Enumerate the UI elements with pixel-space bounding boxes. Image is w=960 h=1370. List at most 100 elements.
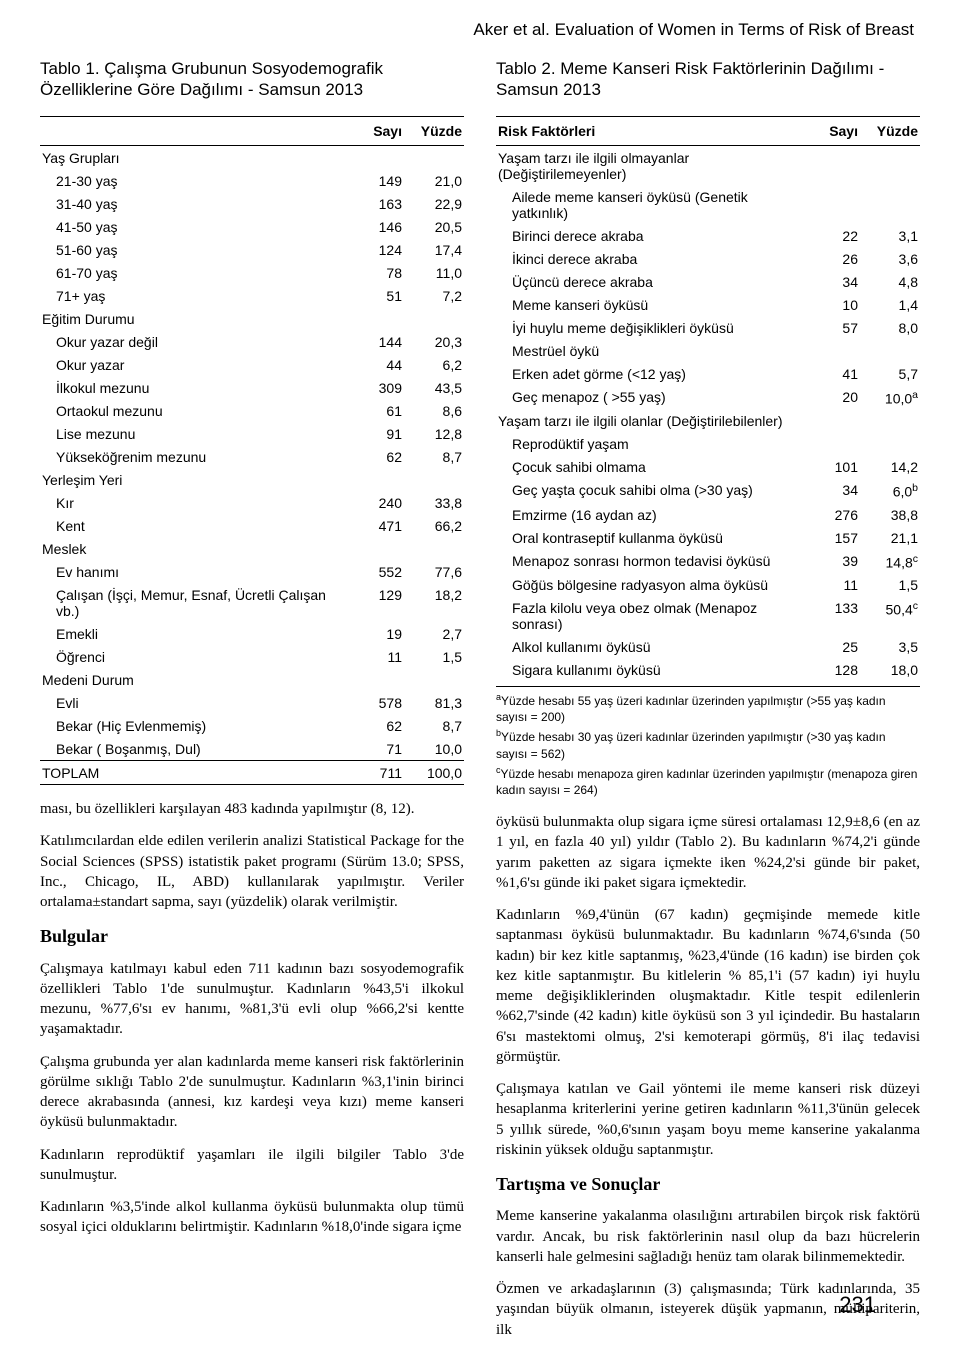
- cell-n: 44: [344, 353, 404, 376]
- cell-n: 34: [800, 270, 860, 293]
- table-row: Erken adet görme (<12 yaş)415,7: [496, 362, 920, 385]
- cell-pct: 8,6: [404, 399, 464, 422]
- cell-pct: [404, 468, 464, 491]
- cell-label: Öğrenci: [40, 645, 344, 668]
- cell-label: Yükseköğrenim mezunu: [40, 445, 344, 468]
- cell-n: 25: [800, 636, 860, 659]
- cell-n: 61: [344, 399, 404, 422]
- cell-label: Evli: [40, 691, 344, 714]
- cell-label: Menapoz sonrası hormon tedavisi öyküsü: [496, 549, 800, 574]
- cell-label: Çocuk sahibi olmama: [496, 456, 800, 479]
- table2-footnotes: aYüzde hesabı 55 yaş üzeri kadınlar üzer…: [496, 686, 920, 798]
- cell-label: Göğüs bölgesine radyasyon alma öyküsü: [496, 574, 800, 597]
- para: Katılımcılardan elde edilen verilerin an…: [40, 831, 464, 912]
- table-row: Okur yazar değil14420,3: [40, 330, 464, 353]
- tables-row: Tablo 1. Çalışma Grubunun Sosyodemografi…: [40, 58, 920, 1340]
- table-row: Sigara kullanımı öyküsü12818,0: [496, 659, 920, 682]
- cell-label: Eğitim Durumu: [40, 307, 344, 330]
- cell-pct: 14,2: [860, 456, 920, 479]
- cell-label: Okur yazar: [40, 353, 344, 376]
- table-row: 61-70 yaş7811,0: [40, 261, 464, 284]
- para: Çalışma grubunda yer alan kadınlarda mem…: [40, 1052, 464, 1133]
- cell-n: 101: [800, 456, 860, 479]
- cell-pct: 20,5: [404, 215, 464, 238]
- cell-pct: [860, 410, 920, 433]
- cell-n: [800, 185, 860, 224]
- cell-n: 11: [344, 645, 404, 668]
- cell-n: 711: [344, 761, 404, 785]
- cell-label: Yaşam tarzı ile ilgili olmayanlar (Değiş…: [496, 146, 800, 186]
- cell-n: [800, 146, 860, 186]
- cell-pct: 100,0: [404, 761, 464, 785]
- cell-n: 124: [344, 238, 404, 261]
- cell-label: Emekli: [40, 622, 344, 645]
- cell-pct: 11,0: [404, 261, 464, 284]
- cell-label: İlkokul mezunu: [40, 376, 344, 399]
- footnote: bYüzde hesabı 30 yaş üzeri kadınlar üzer…: [496, 727, 920, 761]
- cell-label: Alkol kullanımı öyküsü: [496, 636, 800, 659]
- cell-n: 22: [800, 224, 860, 247]
- cell-n: 39: [800, 549, 860, 574]
- table-row: Evli57881,3: [40, 691, 464, 714]
- table-row: Geç yaşta çocuk sahibi olma (>30 yaş)346…: [496, 479, 920, 504]
- table-row: Medeni Durum: [40, 668, 464, 691]
- cell-label: Kent: [40, 514, 344, 537]
- cell-pct: 50,4c: [860, 597, 920, 636]
- table-row: Bekar ( Boşanmış, Dul)7110,0: [40, 737, 464, 761]
- table2-col0: Risk Faktörleri: [496, 117, 800, 146]
- cell-label: 21-30 yaş: [40, 169, 344, 192]
- cell-n: 309: [344, 376, 404, 399]
- table-row: Öğrenci111,5: [40, 645, 464, 668]
- cell-pct: [860, 185, 920, 224]
- cell-pct: [404, 307, 464, 330]
- cell-pct: 4,8: [860, 270, 920, 293]
- cell-pct: [860, 146, 920, 186]
- cell-label: Bekar ( Boşanmış, Dul): [40, 737, 344, 761]
- running-head: Aker et al. Evaluation of Women in Terms…: [40, 20, 920, 40]
- table-row: TOPLAM711100,0: [40, 761, 464, 785]
- table-row: Fazla kilolu veya obez olmak (Menapoz so…: [496, 597, 920, 636]
- cell-n: [344, 146, 404, 170]
- cell-label: Ortaokul mezunu: [40, 399, 344, 422]
- cell-n: 552: [344, 560, 404, 583]
- table-row: Çalışan (İşçi, Memur, Esnaf, Ücretli Çal…: [40, 583, 464, 622]
- cell-label: Çalışan (İşçi, Memur, Esnaf, Ücretli Çal…: [40, 583, 344, 622]
- cell-label: Ev hanımı: [40, 560, 344, 583]
- cell-pct: 7,2: [404, 284, 464, 307]
- cell-label: 71+ yaş: [40, 284, 344, 307]
- cell-label: İyi huylu meme değişiklikleri öyküsü: [496, 316, 800, 339]
- table-row: 51-60 yaş12417,4: [40, 238, 464, 261]
- cell-pct: 8,7: [404, 445, 464, 468]
- cell-pct: 6,2: [404, 353, 464, 376]
- table2-col1: Sayı: [800, 117, 860, 146]
- cell-pct: [860, 339, 920, 362]
- body-left: ması, bu özellikleri karşılayan 483 kadı…: [40, 799, 464, 1238]
- cell-label: 61-70 yaş: [40, 261, 344, 284]
- table-row: Ailede meme kanseri öyküsü (Genetik yatk…: [496, 185, 920, 224]
- cell-label: Erken adet görme (<12 yaş): [496, 362, 800, 385]
- cell-n: 91: [344, 422, 404, 445]
- cell-pct: 33,8: [404, 491, 464, 514]
- table2-column: Tablo 2. Meme Kanseri Risk Faktörlerinin…: [496, 58, 920, 1340]
- cell-label: Geç menapoz ( >55 yaş): [496, 385, 800, 410]
- cell-pct: 8,7: [404, 714, 464, 737]
- table-row: Lise mezunu9112,8: [40, 422, 464, 445]
- table1-col1: Sayı: [344, 117, 404, 146]
- cell-label: Lise mezunu: [40, 422, 344, 445]
- table-row: Birinci derece akraba223,1: [496, 224, 920, 247]
- table-row: Meme kanseri öyküsü101,4: [496, 293, 920, 316]
- cell-pct: [404, 146, 464, 170]
- cell-n: [800, 339, 860, 362]
- cell-pct: 66,2: [404, 514, 464, 537]
- table-row: Geç menapoz ( >55 yaş)2010,0a: [496, 385, 920, 410]
- cell-pct: 3,6: [860, 247, 920, 270]
- table-row: Meslek: [40, 537, 464, 560]
- cell-n: 146: [344, 215, 404, 238]
- table-row: Çocuk sahibi olmama10114,2: [496, 456, 920, 479]
- para: Çalışmaya katılmayı kabul eden 711 kadın…: [40, 959, 464, 1040]
- cell-pct: 38,8: [860, 503, 920, 526]
- cell-n: 51: [344, 284, 404, 307]
- cell-label: 31-40 yaş: [40, 192, 344, 215]
- cell-pct: 77,6: [404, 560, 464, 583]
- cell-n: [344, 668, 404, 691]
